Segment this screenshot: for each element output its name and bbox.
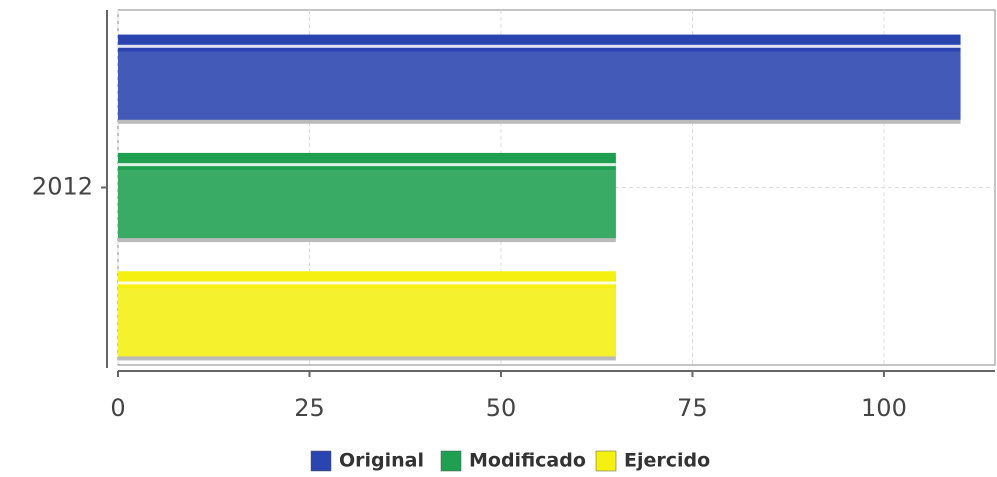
legend-swatch: [310, 450, 332, 472]
bar-highlight: [118, 163, 616, 167]
y-tick-label: 2012: [32, 173, 93, 201]
x-tick-label: 25: [294, 394, 325, 422]
bar: [118, 34, 961, 120]
legend-label: Modificado: [469, 450, 586, 472]
x-tick-label: 100: [861, 394, 907, 422]
bar: [118, 152, 616, 239]
bar-highlight: [118, 281, 616, 285]
x-tick-label: 75: [677, 394, 708, 422]
bar-shade: [118, 169, 616, 239]
bar-shade: [118, 51, 961, 120]
legend-swatch: [440, 450, 462, 472]
x-tick-label: 50: [486, 394, 517, 422]
x-tick-label: 0: [110, 394, 125, 422]
legend-swatch: [595, 450, 617, 472]
bar-shade: [118, 288, 616, 357]
bar-highlight: [118, 44, 961, 48]
legend-label: Ejercido: [624, 450, 710, 472]
bar: [118, 271, 616, 357]
legend-label: Original: [339, 450, 424, 472]
